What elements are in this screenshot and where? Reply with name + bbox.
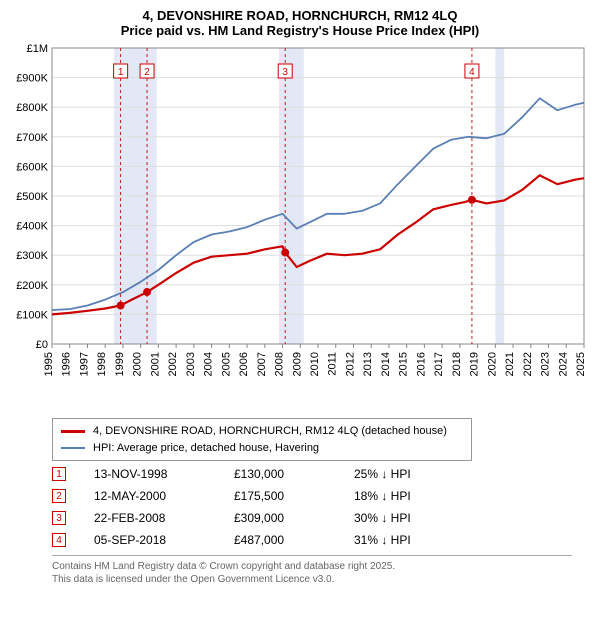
svg-text:£600K: £600K — [16, 161, 48, 173]
svg-text:£900K: £900K — [16, 73, 48, 85]
svg-text:4: 4 — [469, 67, 475, 78]
svg-text:£100K: £100K — [16, 309, 48, 321]
svg-text:2019: 2019 — [469, 352, 481, 376]
svg-text:2024: 2024 — [557, 352, 569, 376]
svg-text:£200K: £200K — [16, 280, 48, 292]
svg-text:2011: 2011 — [327, 352, 339, 376]
svg-text:£800K: £800K — [16, 102, 48, 114]
title-line2: Price paid vs. HM Land Registry's House … — [12, 23, 588, 38]
line-chart: £0 £100K £200K £300K £400K £500K £600K £700K £80… — [12, 44, 588, 404]
svg-text:1996: 1996 — [61, 352, 73, 376]
svg-text:2005: 2005 — [220, 352, 232, 376]
event-marker: 3 — [52, 511, 66, 525]
event-price: £309,000 — [234, 511, 354, 525]
svg-text:2014: 2014 — [380, 352, 392, 376]
event-vs-hpi: 30% ↓ HPI — [354, 511, 572, 525]
svg-text:£400K: £400K — [16, 221, 48, 233]
event-row: 3 22-FEB-2008£309,00030% ↓ HPI — [52, 511, 572, 525]
event-marker: 1 — [52, 467, 66, 481]
svg-text:2015: 2015 — [398, 352, 410, 376]
event-date: 12-MAY-2000 — [94, 489, 234, 503]
event-date: 13-NOV-1998 — [94, 467, 234, 481]
event-row: 4 05-SEP-2018£487,00031% ↓ HPI — [52, 533, 572, 547]
footer-line2: This data is licensed under the Open Gov… — [52, 573, 572, 586]
svg-text:2022: 2022 — [522, 352, 534, 376]
legend-item: HPI: Average price, detached house, Have… — [61, 440, 463, 457]
svg-text:2016: 2016 — [415, 352, 427, 376]
chart-title: 4, DEVONSHIRE ROAD, HORNCHURCH, RM12 4LQ… — [12, 8, 588, 38]
svg-text:2003: 2003 — [185, 352, 197, 376]
event-marker: 2 — [52, 489, 66, 503]
title-line1: 4, DEVONSHIRE ROAD, HORNCHURCH, RM12 4LQ — [12, 8, 588, 23]
chart-area: £0 £100K £200K £300K £400K £500K £600K £700K £80… — [12, 44, 588, 404]
event-row: 1 13-NOV-1998£130,00025% ↓ HPI — [52, 467, 572, 481]
svg-text:2000: 2000 — [132, 352, 144, 376]
svg-text:1997: 1997 — [78, 352, 90, 376]
event-date: 05-SEP-2018 — [94, 533, 234, 547]
event-vs-hpi: 18% ↓ HPI — [354, 489, 572, 503]
legend-label: 4, DEVONSHIRE ROAD, HORNCHURCH, RM12 4LQ… — [93, 423, 447, 440]
events-table: 1 13-NOV-1998£130,00025% ↓ HPI 2 12-MAY-200… — [52, 467, 572, 547]
event-price: £175,500 — [234, 489, 354, 503]
svg-text:£500K: £500K — [16, 191, 48, 203]
svg-text:2012: 2012 — [344, 352, 356, 376]
svg-text:2025: 2025 — [575, 352, 587, 376]
svg-text:£700K: £700K — [16, 132, 48, 144]
svg-text:2006: 2006 — [238, 352, 250, 376]
event-marker: 4 — [52, 533, 66, 547]
svg-text:2017: 2017 — [433, 352, 445, 376]
legend-label: HPI: Average price, detached house, Have… — [93, 440, 319, 457]
legend-swatch — [61, 447, 85, 449]
svg-text:2001: 2001 — [149, 352, 161, 376]
legend-swatch — [61, 430, 85, 433]
event-vs-hpi: 25% ↓ HPI — [354, 467, 572, 481]
event-row: 2 12-MAY-2000£175,50018% ↓ HPI — [52, 489, 572, 503]
event-price: £130,000 — [234, 467, 354, 481]
svg-text:2008: 2008 — [274, 352, 286, 376]
svg-text:2002: 2002 — [167, 352, 179, 376]
svg-text:2004: 2004 — [203, 352, 215, 376]
svg-text:1999: 1999 — [114, 352, 126, 376]
svg-text:£1M: £1M — [27, 44, 48, 55]
footer-line1: Contains HM Land Registry data © Crown c… — [52, 560, 572, 573]
svg-text:2013: 2013 — [362, 352, 374, 376]
event-vs-hpi: 31% ↓ HPI — [354, 533, 572, 547]
svg-text:2021: 2021 — [504, 352, 516, 376]
svg-text:2007: 2007 — [256, 352, 268, 376]
svg-text:2010: 2010 — [309, 352, 321, 376]
svg-text:£0: £0 — [36, 339, 48, 351]
svg-text:1: 1 — [118, 67, 124, 78]
svg-text:2023: 2023 — [540, 352, 552, 376]
svg-text:2: 2 — [144, 67, 150, 78]
svg-text:1995: 1995 — [43, 352, 55, 376]
svg-text:2020: 2020 — [486, 352, 498, 376]
event-price: £487,000 — [234, 533, 354, 547]
svg-text:2009: 2009 — [291, 352, 303, 376]
svg-text:3: 3 — [282, 67, 288, 78]
svg-text:2018: 2018 — [451, 352, 463, 376]
svg-text:£300K: £300K — [16, 250, 48, 262]
event-date: 22-FEB-2008 — [94, 511, 234, 525]
svg-text:1998: 1998 — [96, 352, 108, 376]
footer-credits: Contains HM Land Registry data © Crown c… — [52, 555, 572, 586]
legend: 4, DEVONSHIRE ROAD, HORNCHURCH, RM12 4LQ… — [52, 418, 472, 461]
legend-item: 4, DEVONSHIRE ROAD, HORNCHURCH, RM12 4LQ… — [61, 423, 463, 440]
